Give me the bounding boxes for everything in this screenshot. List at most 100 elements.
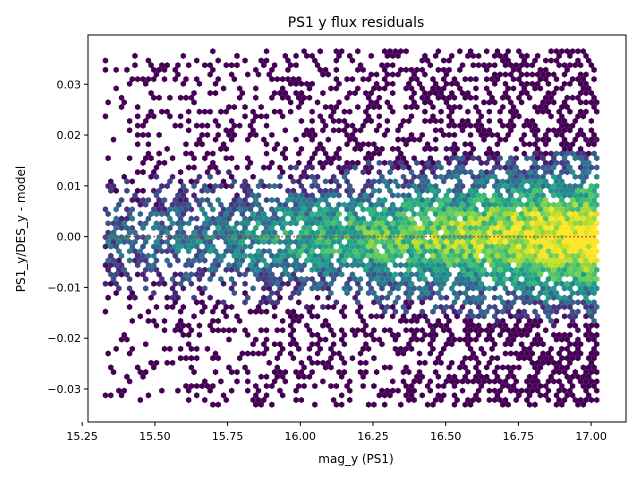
hexbin-cell (502, 396, 509, 404)
hexbin-cell (263, 122, 270, 129)
hexbin-cell (508, 238, 514, 245)
hexbin-cell (551, 164, 557, 171)
hexbin-cell (583, 173, 589, 180)
hexbin-cell (304, 80, 310, 87)
hexbin-cell (333, 178, 340, 185)
hexbin-cell (435, 382, 442, 390)
hexbin-cell (121, 220, 127, 227)
hexbin-cell (416, 210, 423, 218)
hexbin-cell (344, 206, 350, 213)
hexbin-cell (196, 257, 203, 264)
hexbin-cell (296, 243, 302, 250)
hexbin-cell (231, 243, 237, 250)
hexbin-cell (228, 266, 235, 273)
hexbin-cell (290, 271, 297, 278)
hexbin-cell (220, 280, 227, 287)
hexbin-cell (355, 252, 361, 259)
hexbin-cell (524, 52, 530, 59)
hexbin-cell (564, 66, 570, 73)
hexbin-cell (194, 76, 200, 83)
hexbin-cell (449, 303, 455, 311)
hexbin-cell (379, 303, 385, 311)
hexbin-cell (234, 369, 240, 376)
hexbin-cell (320, 266, 326, 273)
hexbin-cell (298, 99, 305, 106)
hexbin-cell (583, 108, 589, 115)
hexbin-cell (387, 103, 393, 111)
hexbin-cell (212, 266, 219, 273)
hexbin-cell (290, 215, 297, 222)
hexbin-cell (113, 262, 119, 269)
hexbin-cell (293, 164, 299, 171)
hexbin-cell (575, 262, 581, 269)
hexbin-cell (470, 62, 476, 69)
hexbin-cell (223, 229, 229, 236)
hexbin-cell (129, 345, 135, 352)
hexbin-cell (137, 201, 144, 208)
hexbin-cell (540, 341, 546, 348)
hexbin-cell (250, 127, 256, 134)
hexbin-cell (497, 266, 503, 273)
hexbin-cell (470, 173, 476, 180)
hexbin-cell (408, 271, 415, 278)
hexbin-cell (489, 169, 495, 176)
hexbin-cell (312, 243, 318, 250)
hexbin-cell (577, 155, 584, 162)
hexbin-cell (325, 294, 331, 301)
hexbin-cell (408, 206, 415, 213)
hexbin-cell (529, 359, 535, 366)
hexbin-cell (352, 257, 358, 264)
hexbin-cell (451, 392, 458, 399)
hexbin-cell (449, 210, 455, 218)
hexbin-cell (481, 378, 487, 385)
hexbin-cell (492, 266, 498, 273)
hexbin-cell (406, 117, 412, 125)
hexbin-cell (357, 350, 364, 357)
hexbin-cell (261, 238, 267, 245)
hexbin-cell (535, 145, 541, 152)
hexbin-cell (569, 150, 576, 157)
hexbin-cell (196, 108, 203, 115)
hexbin-cell (293, 387, 299, 394)
hexbin-cell (510, 336, 517, 343)
hexbin-cell (220, 85, 227, 92)
hexbin-cell (183, 243, 189, 250)
hexbin-cell (465, 201, 471, 208)
hexbin-cell (247, 215, 254, 222)
hexbin-cell (279, 206, 286, 213)
hexbin-cell (449, 220, 455, 227)
hexbin-cell (177, 122, 184, 129)
hexbin-cell (518, 313, 525, 320)
hexbin-cell (408, 327, 415, 334)
hexbin-cell (282, 52, 289, 59)
hexbin-cell (545, 359, 552, 366)
hexbin-cell (285, 308, 291, 315)
hexbin-cell (526, 382, 533, 390)
hexbin-cell (457, 187, 463, 194)
hexbin-cell (556, 350, 562, 357)
hexbin-cell (553, 308, 560, 315)
hexbin-cell (373, 257, 380, 264)
hexbin-cell (594, 266, 600, 273)
hexbin-cell (188, 215, 195, 222)
hexbin-cell (454, 313, 460, 320)
hexbin-cell (237, 122, 243, 129)
hexbin-cell (148, 359, 154, 366)
hexbin-cell (569, 206, 576, 213)
hexbin-cell (317, 113, 323, 120)
hexbin-cell (290, 289, 297, 297)
hexbin-cell (132, 294, 138, 301)
hexbin-cell (223, 155, 229, 162)
hexbin-cell (400, 350, 407, 357)
hexbin-cell (524, 71, 530, 78)
hexbin-cell (432, 276, 439, 283)
hexbin-cell (293, 136, 299, 143)
hexbin-cell (277, 387, 283, 394)
hexbin-cell (459, 155, 466, 162)
hexbin-cell (387, 206, 393, 213)
hexbin-cell (516, 66, 522, 73)
hexbin-cell (543, 94, 549, 101)
hexbin-cell (390, 90, 396, 97)
hexbin-cell (411, 378, 417, 385)
hexbin-cell (435, 187, 442, 194)
